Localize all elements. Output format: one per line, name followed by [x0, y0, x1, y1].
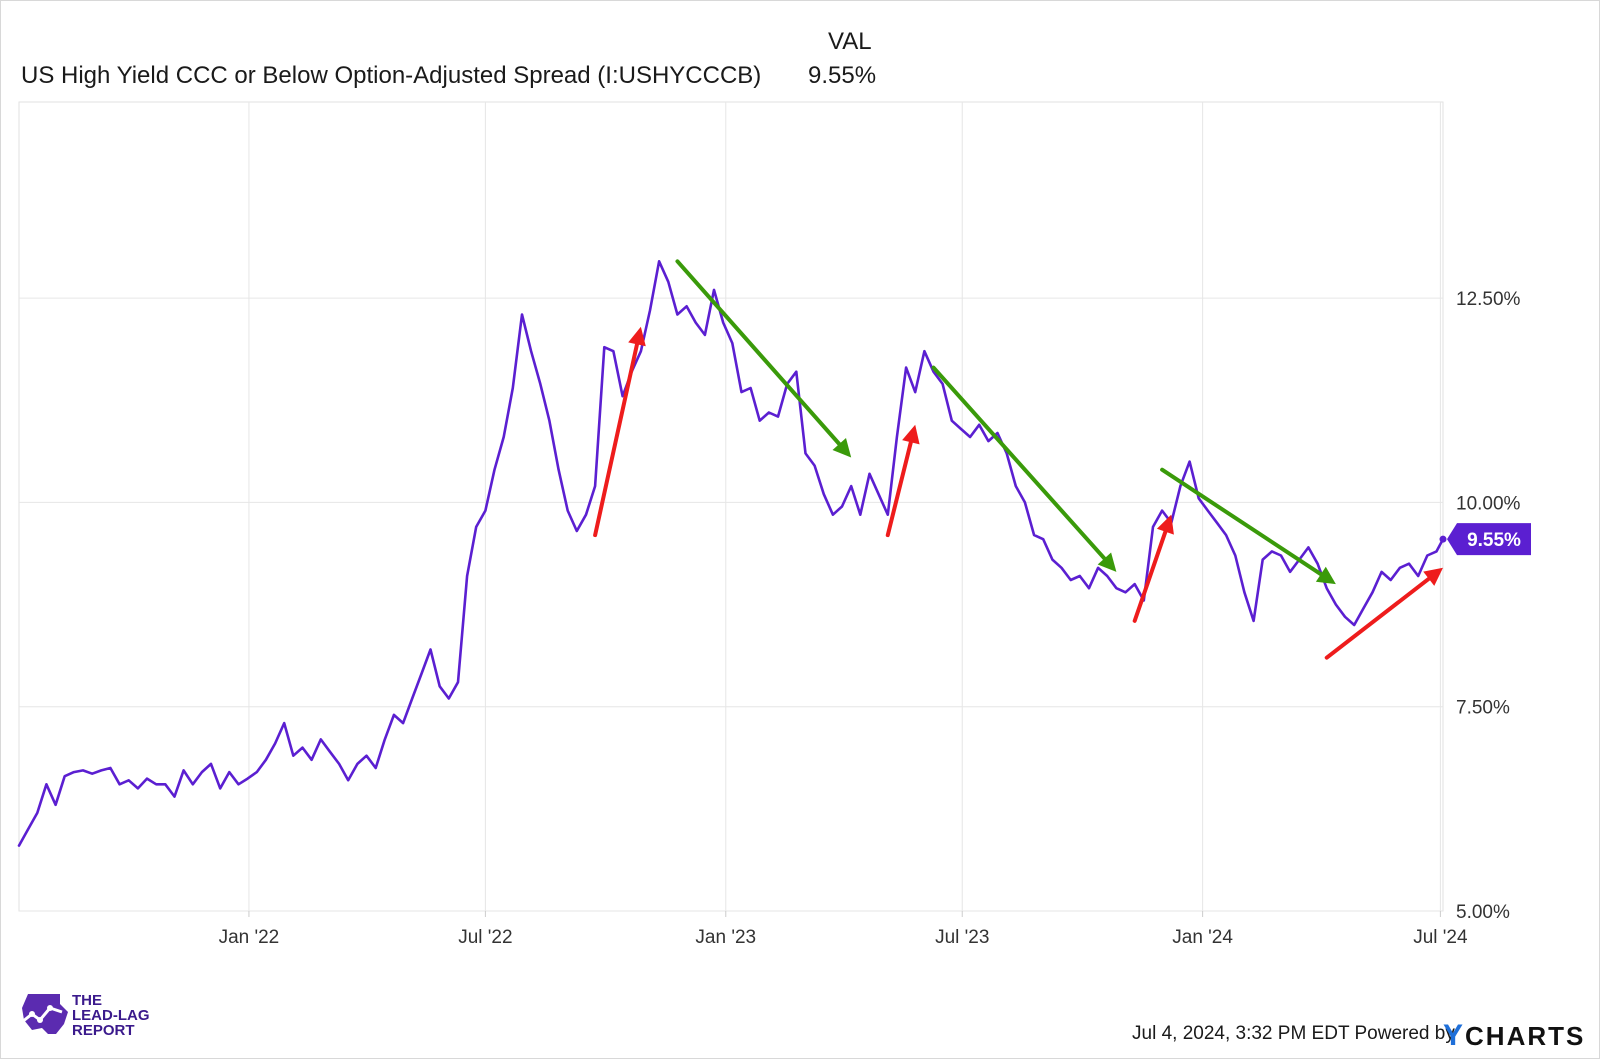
- logo-line-1: THE: [72, 992, 102, 1009]
- up-arrow-shaft: [1132, 529, 1168, 623]
- down-arrow-head: [1097, 552, 1117, 572]
- series-current-value: 9.55%: [808, 62, 877, 89]
- footer-timestamp: Jul 4, 2024, 3:32 PM EDT Powered by: [1132, 1023, 1455, 1045]
- x-tick-label: Jan '22: [219, 927, 280, 948]
- x-tick-label: Jan '23: [695, 927, 756, 948]
- logo-line-3: REPORT: [72, 1022, 135, 1039]
- last-value-badge: [1447, 523, 1531, 556]
- ycharts-y-mark: Y: [1443, 1019, 1466, 1052]
- series-last-point: [1439, 535, 1447, 543]
- logo-line-2: LEAD-LAG: [72, 1007, 150, 1024]
- logo-wordmark: THE LEAD-LAG REPORT: [72, 993, 150, 1038]
- powered-by-text: Powered by: [1354, 1023, 1455, 1044]
- up-arrow-head: [1156, 514, 1174, 535]
- up-arrow-head: [1423, 567, 1443, 586]
- last-value-label: 9.55%: [1467, 530, 1521, 551]
- plot-area: [18, 101, 1444, 912]
- y-tick-label: 5.00%: [1456, 902, 1510, 923]
- up-arrow-shaft: [1324, 576, 1431, 660]
- down-arrow-head: [832, 438, 852, 458]
- down-arrow-head: [1315, 566, 1336, 585]
- down-arrow-shaft: [1160, 467, 1323, 577]
- timestamp-text: Jul 4, 2024, 3:32 PM EDT: [1132, 1023, 1350, 1044]
- down-arrow-shaft: [931, 365, 1107, 561]
- lead-lag-logo-icon: [21, 994, 68, 1034]
- ycharts-brand-link[interactable]: YCHARTS: [1443, 1019, 1585, 1053]
- x-tick-label: Jul '23: [935, 927, 989, 948]
- y-tick-label: 7.50%: [1456, 698, 1510, 719]
- up-arrow-head: [628, 326, 646, 347]
- down-arrow-shaft: [675, 259, 842, 446]
- series-line: [17, 260, 1445, 847]
- y-tick-label: 12.50%: [1456, 289, 1521, 310]
- up-arrow-head: [902, 424, 920, 445]
- up-arrow-shaft: [885, 440, 913, 538]
- ycharts-wordmark: CHARTS: [1465, 1021, 1586, 1051]
- value-column-header: VAL: [828, 28, 872, 55]
- series-name-label[interactable]: US High Yield CCC or Below Option-Adjust…: [21, 62, 762, 89]
- x-tick-label: Jul '24: [1413, 927, 1468, 948]
- x-tick-label: Jan '24: [1172, 927, 1233, 948]
- x-tick-label: Jul '22: [458, 927, 512, 948]
- up-arrow-shaft: [593, 342, 639, 538]
- y-tick-label: 10.00%: [1456, 493, 1521, 514]
